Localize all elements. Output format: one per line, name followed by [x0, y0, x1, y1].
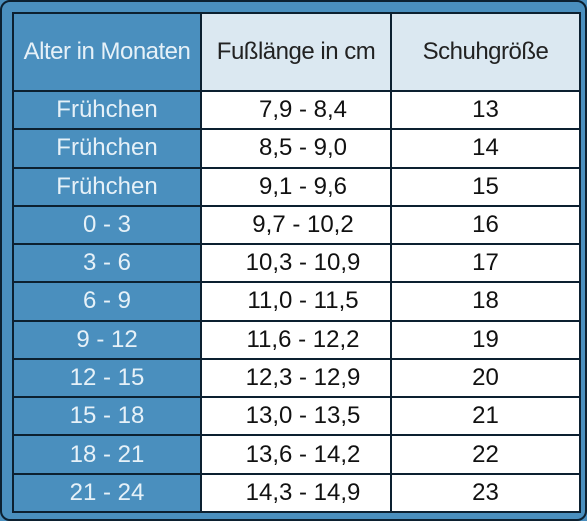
foot-length-cell: 13,6 - 14,2	[200, 434, 392, 475]
shoe-size-cell: 13	[390, 89, 581, 131]
foot-length-cell: 11,0 - 11,5	[200, 281, 392, 322]
table-row: 15 - 18 13,0 - 13,5 21	[12, 396, 581, 437]
shoe-size-cell: 20	[390, 357, 581, 399]
shoe-size-cell: 23	[390, 472, 581, 514]
shoe-size-cell: 18	[390, 281, 581, 322]
table-body: Frühchen 7,9 - 8,4 13 Frühchen 8,5 - 9,0 14 Fr…	[12, 89, 581, 514]
shoe-size-cell: 22	[390, 434, 581, 475]
age-cell: 15 - 18	[12, 396, 202, 437]
age-cell: 21 - 24	[12, 472, 202, 514]
shoe-size-cell: 21	[390, 396, 581, 437]
age-cell: 18 - 21	[12, 434, 202, 475]
table-row: Frühchen 8,5 - 9,0 14	[12, 128, 581, 169]
shoe-size-column-header: Schuhgröße	[390, 12, 581, 92]
shoe-size-cell: 14	[390, 128, 581, 169]
table-row: 6 - 9 11,0 - 11,5 18	[12, 281, 581, 322]
age-cell: Frühchen	[12, 89, 202, 131]
table-row: 21 - 24 14,3 - 14,9 23	[12, 472, 581, 514]
shoe-size-cell: 19	[390, 319, 581, 360]
table-row: Frühchen 9,1 - 9,6 15	[12, 166, 581, 207]
age-cell: Frühchen	[12, 166, 202, 207]
table-row: 12 - 15 12,3 - 12,9 20	[12, 357, 581, 399]
foot-length-cell: 9,7 - 10,2	[200, 204, 392, 246]
age-cell: 12 - 15	[12, 357, 202, 399]
foot-length-cell: 14,3 - 14,9	[200, 472, 392, 514]
age-cell: 6 - 9	[12, 281, 202, 322]
foot-length-cell: 7,9 - 8,4	[200, 89, 392, 131]
age-cell: Frühchen	[12, 128, 202, 169]
foot-length-cell: 8,5 - 9,0	[200, 128, 392, 169]
shoe-size-table: Alter in Monaten Fußlänge in cm Schuhgrö…	[12, 12, 581, 514]
foot-length-column-header: Fußlänge in cm	[200, 12, 392, 92]
table-header-row: Alter in Monaten Fußlänge in cm Schuhgrö…	[12, 12, 581, 92]
foot-length-cell: 12,3 - 12,9	[200, 357, 392, 399]
shoe-size-cell: 17	[390, 243, 581, 284]
age-cell: 0 - 3	[12, 204, 202, 246]
table-row: 3 - 6 10,3 - 10,9 17	[12, 243, 581, 284]
shoe-size-cell: 16	[390, 204, 581, 246]
foot-length-cell: 11,6 - 12,2	[200, 319, 392, 360]
foot-length-cell: 9,1 - 9,6	[200, 166, 392, 207]
shoe-size-cell: 15	[390, 166, 581, 207]
foot-length-cell: 13,0 - 13,5	[200, 396, 392, 437]
age-column-header: Alter in Monaten	[12, 12, 202, 92]
age-cell: 3 - 6	[12, 243, 202, 284]
age-cell: 9 - 12	[12, 319, 202, 360]
table-row: 0 - 3 9,7 - 10,2 16	[12, 204, 581, 246]
foot-length-cell: 10,3 - 10,9	[200, 243, 392, 284]
table-row: Frühchen 7,9 - 8,4 13	[12, 89, 581, 131]
table-row: 18 - 21 13,6 - 14,2 22	[12, 434, 581, 475]
table-row: 9 - 12 11,6 - 12,2 19	[12, 319, 581, 360]
